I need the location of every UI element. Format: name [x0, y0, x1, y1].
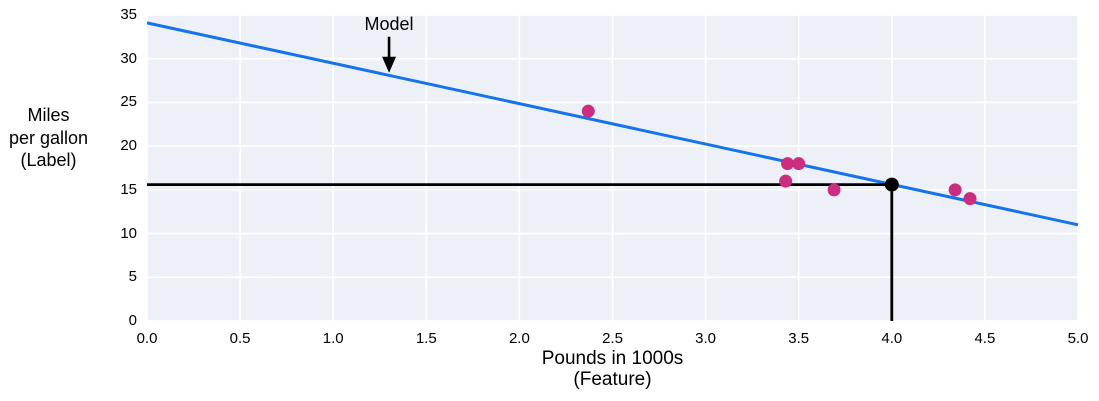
x-tick-label: 0.0	[136, 330, 158, 347]
y-tick-label: 0	[128, 312, 137, 329]
y-tick-label: 10	[120, 224, 137, 242]
x-tick-label: 3.0	[695, 330, 717, 347]
y-axis-label: Miles per gallon (Label)	[0, 104, 97, 172]
scatter-point	[581, 104, 595, 118]
model-line	[146, 21, 1079, 227]
scatter-point	[792, 157, 806, 171]
y-tick-label: 15	[120, 180, 137, 198]
x-axis-label: Pounds in 1000s (Feature)	[147, 348, 1078, 390]
x-tick-label: 4.5	[974, 330, 996, 347]
scatter-point	[827, 183, 841, 197]
y-tick-label: 35	[120, 6, 137, 23]
y-axis-label-line3: (Label)	[20, 150, 77, 170]
x-axis-label-line1: Pounds in 1000s	[541, 348, 684, 369]
x-tick-label: 5.0	[1067, 330, 1089, 347]
x-tick-label: 2.5	[602, 330, 623, 347]
model-annotation-label: Model	[364, 14, 414, 34]
scatter-point	[948, 183, 962, 197]
x-tick-label: 4.0	[881, 330, 903, 347]
down-arrow-icon	[382, 56, 397, 73]
x-tick-label: 2.0	[508, 330, 530, 347]
x-axis-label-line2: (Feature)	[573, 369, 652, 390]
y-tick-label: 25	[120, 93, 137, 111]
x-tick-label: 1.0	[322, 330, 344, 347]
y-tick-label: 5	[128, 268, 137, 286]
y-axis-label-line1: Miles	[27, 105, 70, 125]
y-tick-label: 20	[120, 137, 137, 155]
x-tick-label: 0.5	[229, 330, 251, 347]
y-tick-label: 30	[120, 49, 137, 67]
scatter-point	[963, 192, 977, 206]
x-tick-label: 1.5	[415, 330, 437, 347]
scatter-point	[781, 157, 795, 171]
x-tick-label: 3.5	[788, 330, 810, 347]
scatter-point	[779, 174, 793, 188]
prediction-dot	[884, 177, 899, 192]
y-axis-label-line2: per gallon	[8, 127, 89, 148]
